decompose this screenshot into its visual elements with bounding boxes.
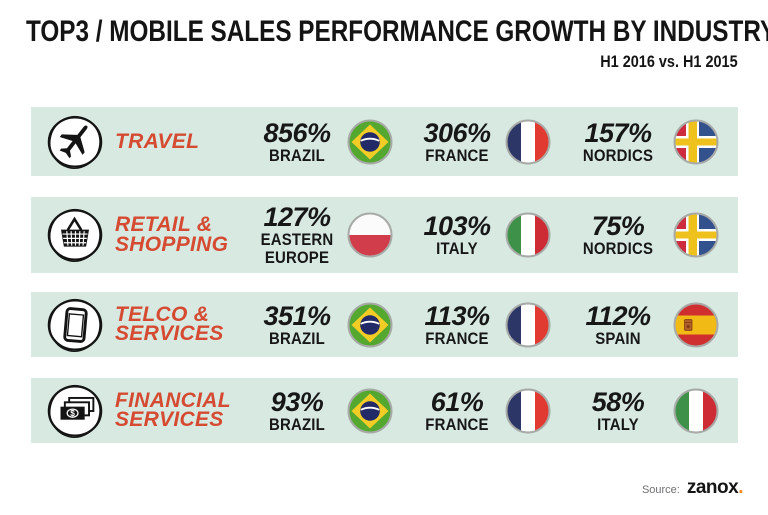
stat-rank3: 157% NORDICS (542, 118, 694, 164)
growth-value: 75% (591, 210, 645, 241)
growth-value: 61% (430, 386, 484, 417)
industry-label: RETAIL & SHOPPING (115, 213, 267, 256)
industry-row-travel: TRAVEL 856% BRAZIL 306% FRANCE 157% NORD… (31, 107, 738, 176)
stat-rank1: 93% BRAZIL (221, 387, 373, 433)
smartphone-icon (46, 296, 104, 354)
zanox-logo-dot: . (738, 477, 743, 498)
flag-spain-icon (673, 302, 719, 348)
market-name: FRANCE (425, 145, 489, 165)
growth-value: 112% (585, 300, 651, 331)
growth-value: 113% (424, 300, 490, 331)
industry-row-telco-services: TELCO & SERVICES 351% BRAZIL 113% FRANCE… (31, 292, 738, 357)
flag-nordics-icon (673, 212, 719, 258)
industry-label: TRAVEL (115, 129, 267, 153)
industry-label-line1: FINANCIAL (115, 388, 231, 412)
stat-rank3: 58% ITALY (542, 387, 694, 433)
banknotes-icon (46, 382, 104, 440)
industry-label-line1: RETAIL & (115, 213, 213, 237)
market-name: BRAZIL (269, 414, 325, 434)
growth-value: 103% (423, 210, 491, 241)
source-label: Source: (641, 484, 680, 496)
growth-value: 856% (263, 117, 331, 148)
industry-row-financial-services: FINANCIAL SERVICES 93% BRAZIL 61% FRANCE… (31, 378, 738, 443)
stat-rank1: 351% BRAZIL (221, 301, 373, 347)
industry-label: TELCO & SERVICES (115, 302, 267, 346)
growth-value: 351% (263, 300, 331, 331)
stat-rank2: 306% FRANCE (381, 118, 533, 164)
market-name: BRAZIL (269, 145, 325, 165)
growth-value: 127% (263, 201, 331, 232)
industry-label-line2: SERVICES (115, 408, 224, 432)
source-attribution: Source: zanox. (641, 477, 744, 499)
stat-rank3: 112% SPAIN (542, 301, 694, 347)
growth-value: 58% (591, 386, 645, 417)
growth-value: 93% (270, 386, 324, 417)
stat-rank2: 113% FRANCE (381, 301, 533, 347)
airplane-icon (46, 113, 104, 171)
industry-label: FINANCIAL SERVICES (115, 388, 267, 432)
market-name: ITALY (597, 414, 639, 434)
industry-label-line2: SERVICES (115, 322, 224, 346)
flag-nordics-icon (673, 119, 719, 165)
market-name: ITALY (436, 239, 478, 259)
industry-label-line1: TRAVEL (115, 129, 200, 153)
market-name: SPAIN (595, 328, 641, 348)
flag-italy-icon (673, 388, 719, 434)
zanox-logo: zanox. (686, 477, 744, 498)
industry-label-line2: SHOPPING (115, 233, 229, 256)
page-title: TOP3 / MOBILE SALES PERFORMANCE GROWTH B… (26, 15, 768, 48)
market-name: EASTERN EUROPE (260, 230, 334, 268)
stat-rank2: 61% FRANCE (381, 387, 533, 433)
stat-rank1: 856% BRAZIL (221, 118, 373, 164)
stat-rank1: 127% EASTERN EUROPE (221, 203, 373, 267)
stat-rank2: 103% ITALY (381, 212, 533, 258)
stat-rank3: 75% NORDICS (542, 212, 694, 258)
shopping-basket-icon (46, 206, 104, 264)
market-name: FRANCE (425, 414, 489, 434)
growth-value: 306% (423, 117, 491, 148)
industry-label-line1: TELCO & (115, 302, 210, 326)
market-name: FRANCE (425, 328, 489, 348)
market-name: NORDICS (582, 239, 654, 259)
growth-value: 157% (584, 117, 652, 148)
market-name: BRAZIL (269, 328, 325, 348)
market-name: NORDICS (582, 145, 654, 165)
industry-row-retail-shopping: RETAIL & SHOPPING 127% EASTERN EUROPE 10… (31, 197, 738, 273)
period-subtitle: H1 2016 vs. H1 2015 (600, 52, 738, 71)
